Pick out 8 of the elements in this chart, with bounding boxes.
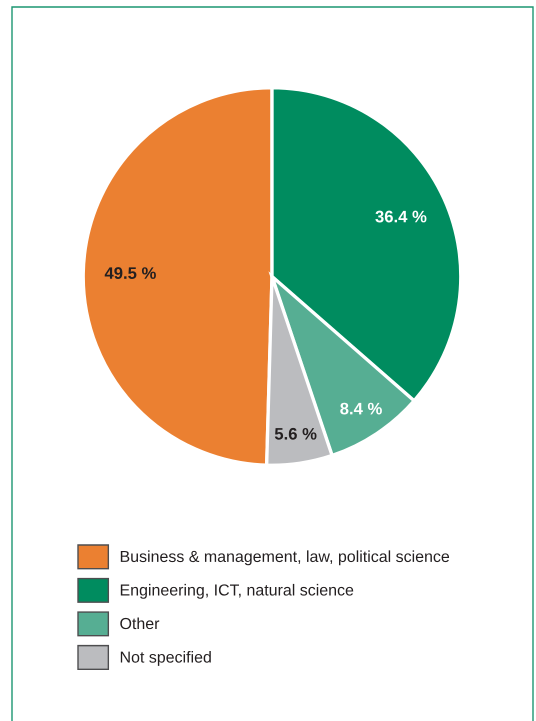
data-label: 36.4 %: [375, 210, 426, 222]
data-label: 49.5 %: [104, 267, 156, 279]
legend-label: Not specified: [120, 650, 211, 666]
legend-label: Other: [120, 617, 160, 630]
data-label: 5.6 %: [274, 428, 317, 440]
legend-label: Business & management, law, political science: [120, 550, 450, 566]
legend-label: Engineering, ICT, natural science: [120, 584, 354, 599]
data-label: 8.4 %: [340, 402, 382, 414]
